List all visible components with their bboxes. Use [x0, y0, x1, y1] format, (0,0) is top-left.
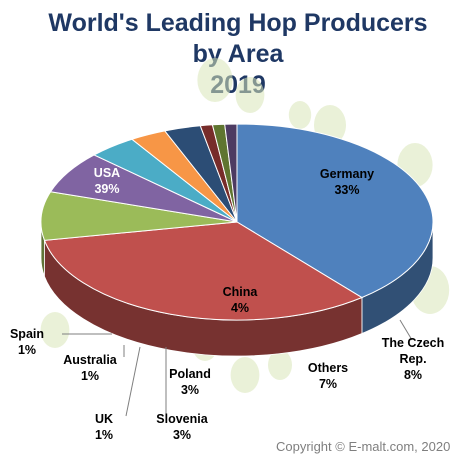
- hop-cone-8: [230, 357, 260, 393]
- label-australia: Australia 1%: [63, 353, 118, 383]
- label-uk: UK 1%: [95, 412, 113, 442]
- slice-germany: [43, 221, 364, 321]
- label-usa: USA 39%: [94, 166, 120, 196]
- label-slovenia: Slovenia 3%: [156, 412, 208, 442]
- label-germany: Germany 33%: [320, 167, 374, 197]
- label-others: Others 7%: [308, 361, 348, 391]
- hop-cone-6: [40, 312, 70, 348]
- chart-title: World's Leading Hop Producers by Area 20…: [0, 8, 476, 101]
- label-the-czech-rep-: The Czech Rep. 8%: [382, 336, 445, 382]
- slice-usa: [236, 123, 434, 299]
- label-poland: Poland 3%: [169, 367, 211, 397]
- leader-lines: [62, 319, 413, 417]
- hop-cone-3: [288, 101, 312, 129]
- hop-cone-9: [268, 350, 292, 380]
- slice-spain: [224, 123, 238, 223]
- pie-slices: [40, 123, 434, 357]
- leader-line-uk: [125, 346, 141, 417]
- label-spain: Spain 1%: [10, 327, 44, 357]
- hop-cone-0: [197, 58, 233, 102]
- copyright-notice: Copyright © E-malt.com, 2020: [276, 439, 451, 454]
- hop-cone-1: [235, 77, 265, 113]
- slice-labels: USA 39% Germany 33% The Czech Rep. 8% Others 7% C…: [10, 166, 444, 442]
- slice-the-czech-rep-: [40, 191, 238, 241]
- label-china: China 4%: [223, 285, 259, 315]
- leader-line-the-czech-rep-: [399, 319, 413, 341]
- chart-title-line-1: World's Leading Hop Producers: [48, 9, 428, 37]
